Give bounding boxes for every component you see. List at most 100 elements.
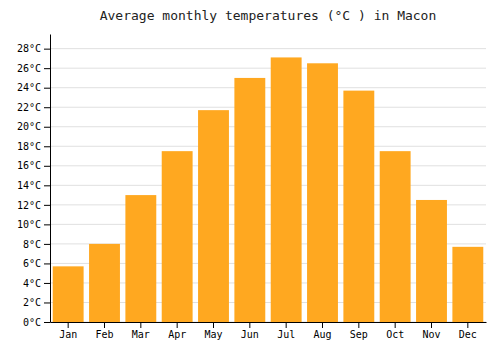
bar <box>198 110 229 322</box>
bar <box>162 151 193 322</box>
grid-line <box>50 107 486 108</box>
x-tick-label: Apr <box>168 329 186 340</box>
grid-line <box>50 48 486 49</box>
grid-line <box>50 185 486 186</box>
grid-line <box>50 68 486 69</box>
y-tick-label: 14°C <box>17 180 41 191</box>
x-tick-mark <box>177 322 178 328</box>
y-axis-line <box>50 35 51 323</box>
y-tick: 4°C <box>23 278 50 289</box>
x-tick-mark <box>249 322 250 328</box>
x-tick: Jan <box>59 322 77 340</box>
x-axis-line <box>51 322 487 323</box>
y-tick-label: 4°C <box>23 278 41 289</box>
bar <box>89 244 120 322</box>
x-tick: Aug <box>313 322 331 340</box>
y-tick-mark <box>44 283 50 284</box>
x-tick-mark <box>322 322 323 328</box>
x-tick: Jun <box>241 322 259 340</box>
y-tick-label: 12°C <box>17 200 41 211</box>
x-tick-mark <box>140 322 141 328</box>
bars <box>53 57 484 322</box>
grid-line <box>50 165 486 166</box>
y-tick-label: 2°C <box>23 297 41 308</box>
y-tick-mark <box>44 107 50 108</box>
x-tick: Jul <box>277 322 295 340</box>
y-tick-label: 24°C <box>17 82 41 93</box>
bar <box>416 200 447 322</box>
x-tick: Feb <box>95 322 113 340</box>
y-tick-mark <box>44 166 50 167</box>
y-tick-label: 10°C <box>17 219 41 230</box>
bar <box>271 57 302 322</box>
y-tick-mark <box>44 68 50 69</box>
x-tick-label: Dec <box>459 329 477 340</box>
x-tick-label: Jan <box>59 329 77 340</box>
y-tick-mark <box>44 146 50 147</box>
x-tick-mark <box>467 322 468 328</box>
x-tick-mark <box>213 322 214 328</box>
y-tick: 10°C <box>17 219 50 230</box>
x-tick-label: Feb <box>95 329 113 340</box>
y-tick-label: 16°C <box>17 160 41 171</box>
y-tick-label: 20°C <box>17 121 41 132</box>
x-tick-label: May <box>204 329 222 340</box>
y-tick-label: 0°C <box>23 317 41 328</box>
y-tick-label: 28°C <box>17 43 41 54</box>
grid-line <box>50 126 486 127</box>
y-tick: 26°C <box>17 63 50 74</box>
bar <box>380 151 411 322</box>
y-tick-mark <box>44 127 50 128</box>
x-tick-mark <box>68 322 69 328</box>
x-tick: Nov <box>422 322 440 340</box>
y-tick-mark <box>44 263 50 264</box>
y-axis: 0°C2°C4°C6°C8°C10°C12°C14°C16°C18°C20°C2… <box>17 35 51 328</box>
x-tick-label: Mar <box>132 329 150 340</box>
bar <box>234 78 265 322</box>
x-tick-mark <box>395 322 396 328</box>
bar <box>307 63 338 322</box>
x-tick-label: Sep <box>350 329 368 340</box>
x-tick-label: Oct <box>386 329 404 340</box>
y-tick-mark <box>44 88 50 89</box>
y-tick-label: 26°C <box>17 63 41 74</box>
y-tick: 14°C <box>17 180 50 191</box>
y-tick-label: 8°C <box>23 239 41 250</box>
y-tick: 28°C <box>17 43 50 54</box>
bar <box>452 247 483 322</box>
chart: 0°C2°C4°C6°C8°C10°C12°C14°C16°C18°C20°C2… <box>0 0 500 350</box>
y-tick: 24°C <box>17 82 50 93</box>
x-tick-mark <box>286 322 287 328</box>
y-tick-mark <box>44 205 50 206</box>
y-tick: 6°C <box>23 258 50 269</box>
x-tick: Sep <box>350 322 368 340</box>
x-tick-label: Jun <box>241 329 259 340</box>
y-tick-label: 6°C <box>23 258 41 269</box>
x-tick: Oct <box>386 322 404 340</box>
y-tick: 22°C <box>17 102 50 113</box>
x-tick: May <box>204 322 222 340</box>
y-tick-mark <box>44 302 50 303</box>
x-tick: Apr <box>168 322 186 340</box>
x-tick-mark <box>104 322 105 328</box>
plot: 0°C2°C4°C6°C8°C10°C12°C14°C16°C18°C20°C2… <box>17 35 487 341</box>
x-tick-label: Nov <box>422 329 440 340</box>
x-tick-label: Aug <box>313 329 331 340</box>
x-tick-mark <box>431 322 432 328</box>
y-tick-mark <box>44 322 50 323</box>
y-tick-mark <box>44 244 50 245</box>
title: Average monthly temperatures (°C ) in Ma… <box>100 8 437 23</box>
y-tick: 8°C <box>23 239 50 250</box>
grid <box>50 49 486 322</box>
y-tick: 2°C <box>23 297 50 308</box>
bar <box>53 266 84 322</box>
x-tick: Dec <box>459 322 477 340</box>
y-tick: 20°C <box>17 121 50 132</box>
y-tick-mark <box>44 185 50 186</box>
x-tick-label: Jul <box>277 329 295 340</box>
y-tick-label: 22°C <box>17 102 41 113</box>
y-tick: 12°C <box>17 200 50 211</box>
y-tick: 0°C <box>23 317 50 328</box>
bar <box>125 195 156 322</box>
bar <box>343 91 374 322</box>
